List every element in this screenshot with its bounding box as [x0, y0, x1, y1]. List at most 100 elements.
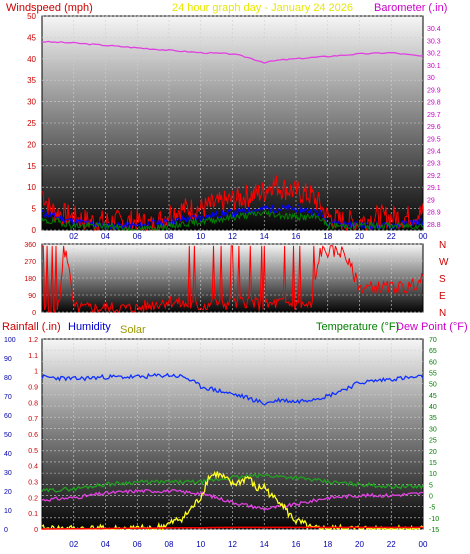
wind-tick-label: 50: [27, 12, 36, 21]
wind-tick-label: 15: [27, 162, 36, 171]
temperature-tick-label: -5: [429, 505, 435, 512]
barometer-tick-label: 29.7: [427, 112, 441, 119]
x-tick-label: 08: [165, 540, 174, 549]
x-tick-label: 22: [387, 540, 396, 549]
rain-tick-label: 0: [34, 527, 38, 534]
barometer-tick-label: 29.3: [427, 161, 441, 168]
temperature-tick-label: 65: [429, 348, 437, 355]
wind-direction-line: [42, 244, 424, 314]
humidity-tick-label: 100: [4, 337, 16, 344]
rainfall-line: [41, 526, 423, 530]
x-tick-label: 14: [260, 232, 269, 241]
x-tick-label: 06: [133, 232, 142, 241]
barometer-tick-label: 28.8: [427, 222, 441, 229]
x-tick-label: 16: [292, 232, 301, 241]
direction-tick-label: 90: [28, 293, 36, 300]
direction-tick-label: 360: [24, 242, 36, 249]
barometer-tick-label: 29.5: [427, 136, 441, 143]
temperature-series: [41, 372, 424, 532]
dewpoint-label: Dew Point (°F): [396, 321, 468, 333]
wind-grid: [42, 15, 423, 231]
wind-tick-label: 5: [32, 205, 37, 214]
x-tick-label: 12: [228, 232, 237, 241]
x-tick-label: 18: [323, 540, 332, 549]
humidity-tick-label: 30: [4, 470, 12, 477]
humidity-tick-label: 90: [4, 356, 12, 363]
temperature-tick-label: 25: [429, 438, 437, 445]
barometer-tick-label: 29.4: [427, 149, 441, 156]
barometer-tick-label: 30: [427, 75, 435, 82]
x-tick-label: 20: [355, 540, 364, 549]
humidity-tick-label: 50: [4, 432, 12, 439]
rainfall-label: Rainfall (.in): [2, 321, 61, 333]
x-tick-label: 00: [419, 540, 428, 549]
rain-tick-label: 0.9: [28, 385, 38, 392]
humidity-line: [41, 372, 424, 406]
x-tick-label: 22: [387, 232, 396, 241]
temperature-tick-label: 70: [429, 337, 437, 344]
x-tick-label: 02: [69, 232, 78, 241]
wind-tick-label: 20: [27, 140, 36, 149]
wind-tick-label: 35: [27, 76, 36, 85]
x-tick-label: 20: [355, 232, 364, 241]
temperature-tick-label: 15: [429, 460, 437, 467]
x-tick-label: 18: [323, 232, 332, 241]
x-tick-label: 08: [165, 232, 174, 241]
rain-tick-label: 0.8: [28, 400, 38, 407]
graph-title: 24 hour graph day - January 24 2026: [172, 2, 353, 14]
barometer-label: Barometer (.in): [374, 2, 447, 14]
rain-tick-label: 0.7: [28, 416, 38, 423]
x-tick-label: 02: [69, 540, 78, 549]
compass-label: W: [439, 257, 449, 268]
temperature-tick-label: 50: [429, 382, 437, 389]
x-tick-label: 16: [292, 540, 301, 549]
temperature-tick-label: 10: [429, 471, 437, 478]
barometer-tick-label: 29.1: [427, 185, 441, 192]
x-tick-label: 06: [133, 540, 142, 549]
x-tick-label: 04: [101, 540, 110, 549]
rain-tick-label: 0.2: [28, 495, 38, 502]
direction-tick-label: 0: [32, 310, 36, 317]
wind-tick-label: 0: [32, 226, 37, 235]
rain-tick-label: 0.1: [28, 511, 38, 518]
humidity-tick-label: 10: [4, 508, 12, 515]
barometer-line: [41, 40, 424, 64]
direction-tick-label: 180: [24, 276, 36, 283]
wind-tick-label: 45: [27, 33, 36, 42]
wind-tick-label: 40: [27, 55, 36, 64]
compass-label: E: [439, 291, 446, 302]
solar-label: Solar: [120, 324, 146, 336]
rain-tick-label: 0.3: [28, 480, 38, 487]
barometer-tick-label: 28.9: [427, 210, 441, 217]
rain-tick-label: 1.2: [28, 337, 38, 344]
barometer-tick-label: 30.1: [427, 63, 441, 70]
temperature-tick-label: 30: [429, 426, 437, 433]
x-tick-label: 10: [196, 540, 205, 549]
temperature-tick-label: 60: [429, 359, 437, 366]
barometer-tick-label: 29: [427, 197, 435, 204]
temperature-line: [41, 472, 424, 493]
humidity-label: Humidity: [68, 321, 111, 333]
wind-tick-label: 25: [27, 119, 36, 128]
humidity-tick-label: 60: [4, 413, 12, 420]
temperature-tick-label: 45: [429, 393, 437, 400]
humidity-tick-label: 80: [4, 375, 12, 382]
humidity-tick-label: 0: [4, 527, 8, 534]
temperature-tick-label: 40: [429, 404, 437, 411]
temperature-tick-label: -10: [429, 516, 439, 523]
direction-series: [42, 244, 424, 314]
windspeed-label: Windspeed (mph): [6, 2, 93, 14]
windspeed-line: [41, 175, 424, 232]
axis-labels: 0510152025303540455028.828.92929.129.229…: [4, 12, 449, 549]
rain-tick-label: 0.6: [28, 432, 38, 439]
humidity-tick-label: 40: [4, 451, 12, 458]
barometer-tick-label: 30.4: [427, 26, 441, 33]
barometer-tick-label: 29.8: [427, 100, 441, 107]
rain-tick-label: 1: [34, 369, 38, 376]
compass-label: N: [439, 308, 446, 319]
temperature-tick-label: 5: [429, 482, 433, 489]
compass-label: S: [439, 274, 446, 285]
barometer-tick-label: 30.2: [427, 51, 441, 58]
direction-tick-label: 270: [24, 259, 36, 266]
